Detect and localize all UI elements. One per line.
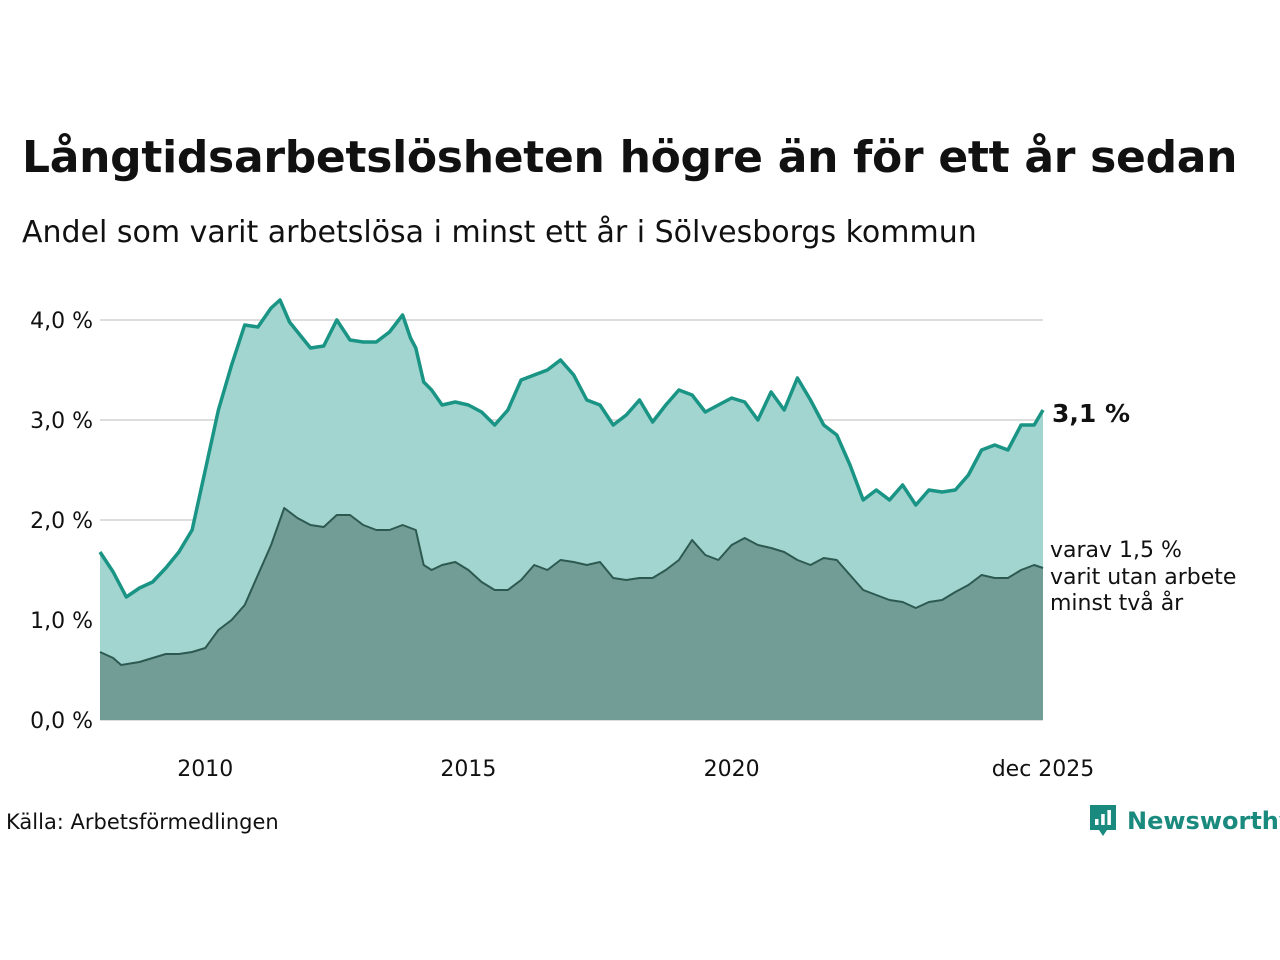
main-series-line: [98, 298, 1045, 599]
y-tick-label: 2,0 %: [30, 509, 93, 534]
sub-series-line: [99, 507, 1044, 666]
x-tick-label: 2020: [704, 757, 760, 782]
y-tick-label: 0,0 %: [30, 709, 93, 734]
y-axis-labels: 0,0 % 1,0 % 2,0 % 3,0 % 4,0 %: [30, 309, 93, 734]
main-end-label: 3,1 %: [1052, 399, 1130, 428]
x-tick-label: 2015: [440, 757, 496, 782]
x-tick-label: 2010: [177, 757, 233, 782]
sub-end-label-line3: minst två år: [1050, 590, 1184, 616]
newsworthy-logo-icon: [1090, 805, 1116, 836]
sub-series-area: [100, 508, 1043, 720]
y-tick-label: 3,0 %: [30, 409, 93, 434]
sub-end-label-line1: varav 1,5 %: [1050, 538, 1182, 563]
y-tick-label: 4,0 %: [30, 309, 93, 334]
source-note: Källa: Arbetsförmedlingen: [6, 810, 279, 834]
sub-end-label-line2: varit utan arbete: [1050, 565, 1236, 590]
brand-name: Newsworthy: [1127, 807, 1280, 835]
chart-subtitle: Andel som varit arbetslösa i minst ett å…: [22, 215, 977, 250]
brand-logo[interactable]: Newsworthy: [1088, 803, 1280, 839]
chart-title: Långtidsarbetslösheten högre än för ett …: [22, 132, 1238, 183]
x-axis-labels: 2010 2015 2020 dec 2025: [177, 757, 1094, 782]
x-tick-label: dec 2025: [992, 757, 1095, 782]
y-tick-label: 1,0 %: [30, 609, 93, 634]
